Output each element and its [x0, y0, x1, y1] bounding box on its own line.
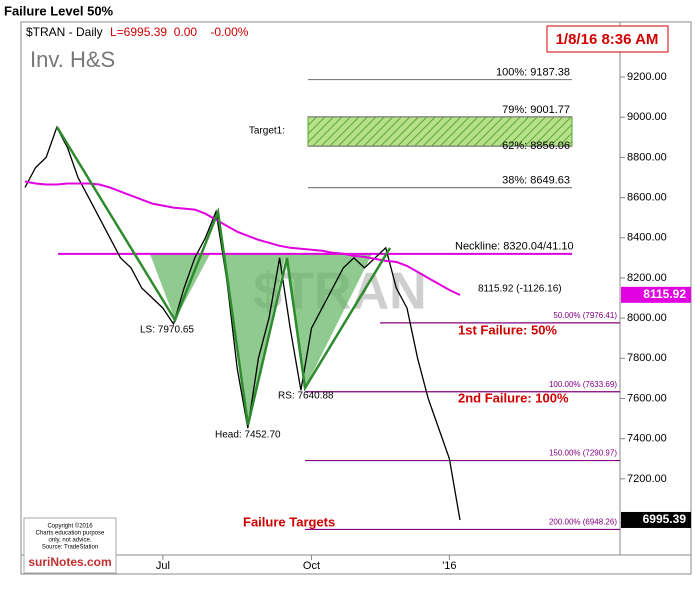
- level-label: 79%: 9001.77: [502, 104, 570, 116]
- y-tick-label: 9200.00: [627, 71, 667, 83]
- y-tick-label: 7600.00: [627, 392, 667, 404]
- copyright: Copyright ©2016: [47, 523, 93, 530]
- level-label: 50.00% (7976.41): [553, 311, 617, 320]
- target-label: Target1:: [249, 126, 285, 137]
- y-tick-label: 8200.00: [627, 272, 667, 284]
- level-label: 100%: 9187.38: [496, 66, 570, 78]
- symbol: $TRAN - Daily: [26, 25, 103, 39]
- level-label: 38%: 8649.63: [502, 175, 570, 187]
- timestamp: 1/8/16 8:36 AM: [556, 31, 659, 48]
- page-title: Failure Level 50%: [4, 3, 114, 18]
- y-tick-label: 7200.00: [627, 473, 667, 485]
- rs-label: RS: 7640.88: [278, 391, 334, 402]
- y-tick-label: 7400.00: [627, 433, 667, 445]
- note: 2nd Failure: 100%: [458, 390, 569, 405]
- price-tag-label: 6995.39: [643, 512, 687, 526]
- price-tag-label: 8115.92: [643, 287, 686, 301]
- ls-label: LS: 7970.65: [140, 325, 194, 336]
- head-label: Head: 7452.70: [215, 430, 281, 441]
- copyright: only, not advice.: [49, 538, 92, 544]
- price-tag: [621, 511, 691, 528]
- level-label: 62%: 8856.06: [502, 140, 570, 152]
- note: 1st Failure: 50%: [458, 322, 557, 337]
- copyright: Source: TradeStation: [42, 545, 98, 551]
- quote: L=6995.39 0.00 -0.00%: [110, 25, 249, 39]
- level-label: 150.00% (7290.97): [549, 449, 617, 458]
- copyright: Charts education purpose: [36, 531, 105, 537]
- y-tick-label: 8400.00: [627, 232, 667, 244]
- pattern-area: [222, 254, 372, 425]
- average-line: [24, 180, 461, 296]
- pattern-title: Inv. H&S: [30, 47, 115, 72]
- y-tick-label: 8600.00: [627, 191, 667, 203]
- timestamp-box: [546, 25, 669, 53]
- last-change: 8115.92 (-1126.16): [478, 284, 562, 295]
- copyright-box: [23, 517, 117, 574]
- target-zone: [307, 116, 573, 147]
- logo: suriNotes.com: [28, 555, 111, 569]
- y-tick-label: 9000.00: [627, 111, 667, 123]
- y-tick-label: 8000.00: [627, 312, 667, 324]
- y-tick-label: 8800.00: [627, 151, 667, 163]
- x-tick-label: Jul: [156, 560, 170, 572]
- level-label: 100.00% (7633.69): [549, 380, 617, 389]
- price-tag: [621, 286, 691, 303]
- y-tick-label: 7800.00: [627, 352, 667, 364]
- plot: 7200.00 7400.00 7600.00 7800.00 8000.00 8200.…: [24, 66, 667, 572]
- level-label: Neckline: 8320.04/41.10: [455, 241, 574, 253]
- pattern-line: [55, 126, 392, 426]
- x-tick-label: '16: [442, 560, 456, 572]
- note: Failure Targets: [243, 514, 335, 529]
- x-tick-label: Oct: [303, 560, 320, 572]
- level-label: 200.00% (6948.26): [549, 518, 617, 527]
